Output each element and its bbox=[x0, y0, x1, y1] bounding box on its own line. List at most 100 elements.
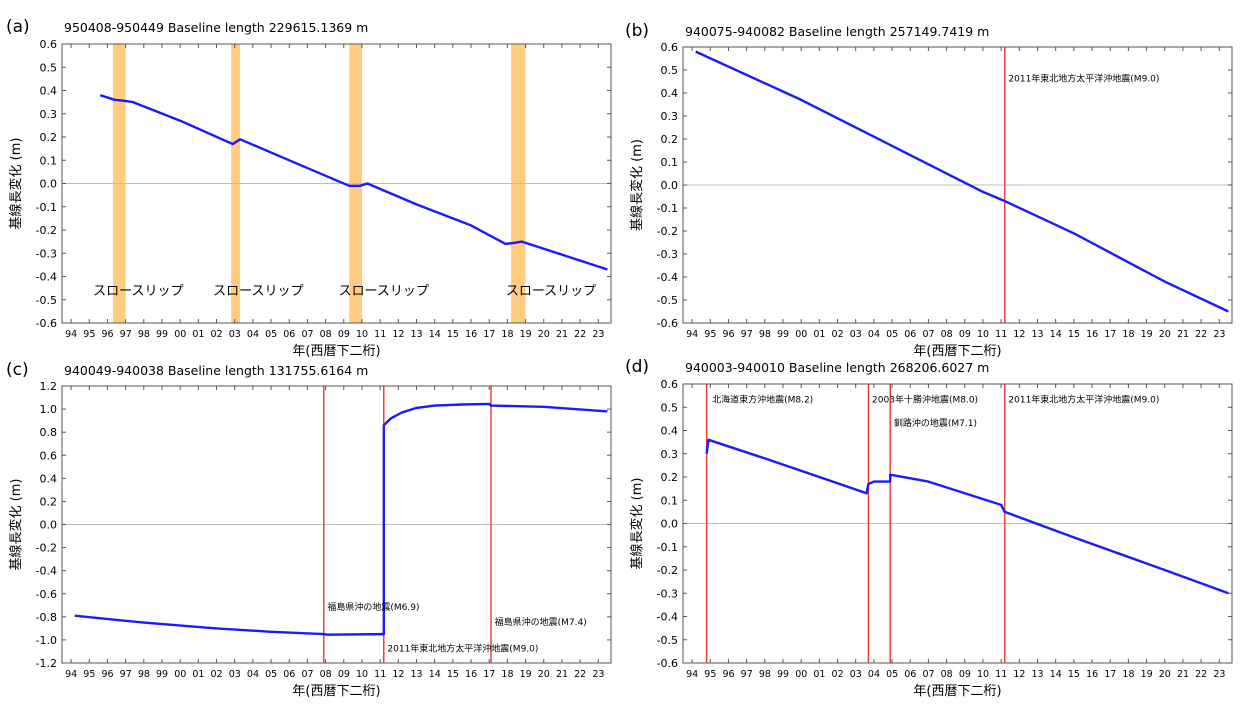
y-tick-label: 0.8 bbox=[40, 426, 58, 439]
annotation-text: スロースリップ bbox=[93, 284, 183, 299]
annotation-text: 福島県沖の地震(M6.9) bbox=[327, 601, 419, 613]
x-tick-label: 23 bbox=[1213, 669, 1225, 680]
x-tick-label: 94 bbox=[686, 669, 698, 680]
y-tick-label: 0.6 bbox=[40, 38, 58, 51]
y-tick-label: 0.4 bbox=[40, 85, 58, 98]
x-tick-label: 07 bbox=[922, 329, 934, 340]
panel-label: (a) bbox=[6, 17, 30, 37]
x-tick-label: 96 bbox=[722, 329, 734, 340]
y-tick-label: -0.1 bbox=[657, 541, 678, 554]
baseline-series-line bbox=[74, 402, 608, 636]
x-tick-label: 01 bbox=[813, 669, 825, 680]
y-tick-label: 0.2 bbox=[661, 133, 679, 146]
x-tick-label: 08 bbox=[941, 669, 953, 680]
y-tick-label: -0.6 bbox=[36, 317, 57, 330]
y-tick-label: -0.5 bbox=[657, 294, 678, 307]
x-tick-label: 20 bbox=[538, 329, 550, 340]
x-tick-label: 98 bbox=[138, 669, 150, 680]
x-tick-label: 08 bbox=[320, 669, 332, 680]
y-tick-label: 0.3 bbox=[40, 108, 58, 121]
x-tick-label: 12 bbox=[392, 669, 404, 680]
chart-panel: (d) 940003-940010 Baseline length 268206.… bbox=[625, 357, 1233, 699]
x-tick-label: 00 bbox=[174, 669, 186, 680]
y-tick-label: -0.6 bbox=[657, 657, 678, 670]
chart-panel: (b) 940075-940082 Baseline length 257149.… bbox=[625, 21, 1233, 359]
x-tick-label: 20 bbox=[1159, 669, 1171, 680]
x-tick-label: 09 bbox=[959, 329, 971, 340]
x-tick-label: 08 bbox=[320, 329, 332, 340]
annotation-text: スロースリップ bbox=[213, 284, 303, 299]
y-tick-label: -0.6 bbox=[36, 588, 57, 601]
x-tick-label: 99 bbox=[777, 329, 789, 340]
chart-title: 940049-940038 Baseline length 131755.616… bbox=[64, 363, 368, 378]
panel-label: (c) bbox=[6, 360, 29, 380]
y-tick-label: 0.6 bbox=[40, 449, 58, 462]
x-tick-label: 98 bbox=[759, 669, 771, 680]
x-tick-label: 00 bbox=[795, 329, 807, 340]
y-axis-label: 基線長変化 (m) bbox=[629, 139, 645, 231]
x-axis-label: 年(西暦下二桁) bbox=[913, 344, 1001, 359]
x-tick-label: 16 bbox=[465, 329, 477, 340]
x-tick-label: 22 bbox=[574, 329, 586, 340]
y-tick-label: 0.0 bbox=[661, 179, 679, 192]
x-tick-label: 11 bbox=[995, 669, 1007, 680]
annotation-text: 北海道東方沖地震(M8.2) bbox=[712, 394, 813, 406]
x-tick-label: 03 bbox=[850, 329, 862, 340]
x-tick-label: 94 bbox=[65, 329, 77, 340]
x-tick-label: 19 bbox=[520, 329, 532, 340]
x-tick-label: 01 bbox=[813, 329, 825, 340]
x-tick-label: 21 bbox=[1177, 329, 1189, 340]
x-tick-label: 94 bbox=[65, 669, 77, 680]
x-tick-label: 03 bbox=[850, 669, 862, 680]
x-tick-label: 97 bbox=[741, 329, 753, 340]
x-tick-label: 15 bbox=[1068, 329, 1080, 340]
x-tick-label: 10 bbox=[977, 329, 989, 340]
y-tick-label: -1.0 bbox=[36, 634, 57, 647]
x-tick-label: 17 bbox=[483, 669, 495, 680]
x-tick-label: 04 bbox=[868, 669, 880, 680]
x-tick-label: 15 bbox=[1068, 669, 1080, 680]
x-tick-label: 21 bbox=[556, 329, 568, 340]
y-tick-label: 0.2 bbox=[40, 495, 58, 508]
x-tick-label: 20 bbox=[538, 669, 550, 680]
x-tick-label: 09 bbox=[959, 669, 971, 680]
x-tick-label: 03 bbox=[229, 669, 241, 680]
x-tick-label: 97 bbox=[120, 669, 132, 680]
x-tick-label: 11 bbox=[374, 669, 386, 680]
x-tick-label: 17 bbox=[1104, 329, 1116, 340]
x-tick-label: 07 bbox=[301, 329, 313, 340]
y-tick-label: -0.5 bbox=[657, 634, 678, 647]
x-tick-label: 14 bbox=[1050, 329, 1062, 340]
y-tick-label: 0.5 bbox=[40, 61, 58, 74]
x-tick-label: 12 bbox=[392, 329, 404, 340]
y-tick-label: 0.3 bbox=[661, 110, 679, 123]
annotation-text: 2003年十勝沖地震(M8.0) bbox=[872, 394, 978, 406]
x-tick-label: 13 bbox=[1032, 669, 1044, 680]
x-tick-label: 99 bbox=[156, 669, 168, 680]
x-tick-label: 95 bbox=[704, 669, 716, 680]
x-tick-label: 02 bbox=[211, 329, 223, 340]
x-tick-label: 05 bbox=[265, 669, 277, 680]
x-tick-label: 97 bbox=[741, 669, 753, 680]
y-tick-label: -0.2 bbox=[36, 542, 57, 555]
x-tick-label: 23 bbox=[592, 669, 604, 680]
x-tick-label: 16 bbox=[465, 669, 477, 680]
x-tick-label: 06 bbox=[904, 329, 916, 340]
y-tick-label: -0.4 bbox=[657, 271, 678, 284]
y-tick-label: 0.2 bbox=[661, 471, 679, 484]
x-tick-label: 04 bbox=[247, 329, 259, 340]
baseline-series-line bbox=[695, 50, 1229, 313]
x-tick-label: 15 bbox=[447, 669, 459, 680]
y-axis-label: 基線長変化 (m) bbox=[8, 479, 24, 571]
y-tick-label: 0.6 bbox=[661, 41, 679, 54]
x-axis-label: 年(西暦下二桁) bbox=[292, 344, 380, 359]
x-tick-label: 05 bbox=[886, 329, 898, 340]
x-tick-label: 13 bbox=[411, 329, 423, 340]
y-tick-label: 0.0 bbox=[40, 178, 58, 191]
x-tick-label: 22 bbox=[1195, 669, 1207, 680]
x-axis-label: 年(西暦下二桁) bbox=[292, 684, 380, 699]
x-tick-label: 01 bbox=[192, 329, 204, 340]
x-tick-label: 18 bbox=[1122, 329, 1134, 340]
x-tick-label: 02 bbox=[832, 329, 844, 340]
annotation-text: 釧路沖の地震(M7.1) bbox=[894, 417, 977, 429]
